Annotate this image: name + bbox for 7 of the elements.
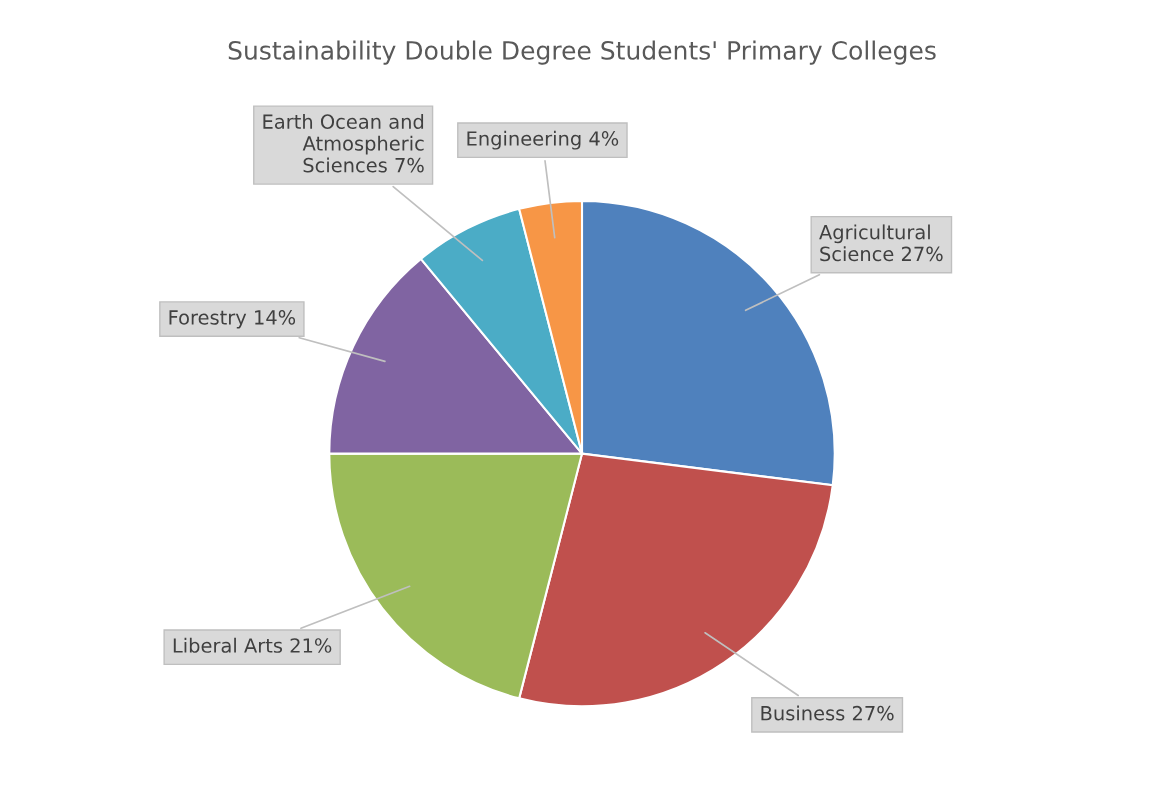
slice-label: Forestry 14%	[169, 310, 296, 329]
slice-label: Liberal Arts 21%	[173, 637, 332, 653]
slice-label: Earth Ocean and Atmospheric Sciences 7%	[263, 113, 424, 173]
chart-title: Sustainability Double Degree Students' Primary Colleges	[228, 40, 936, 65]
slice-label: Business 27%	[761, 705, 894, 721]
slice-label: Agricultural Science 27%	[819, 224, 943, 262]
slice-label: Engineering 4%	[467, 130, 619, 150]
